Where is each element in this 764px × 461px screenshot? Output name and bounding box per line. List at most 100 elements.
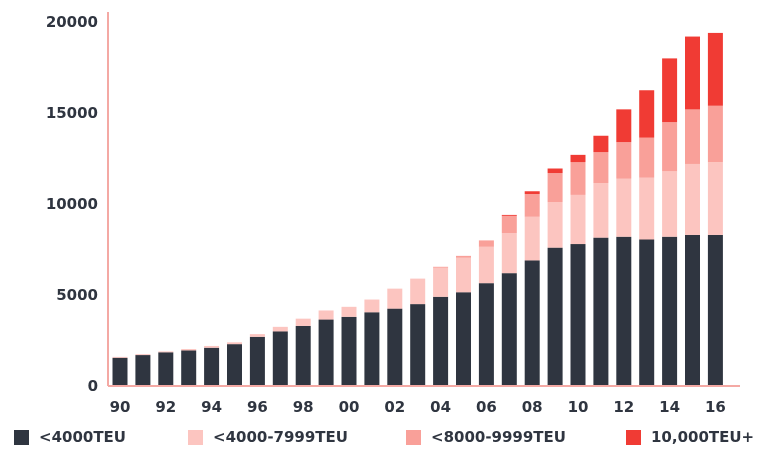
bar-segment-2-09: [547, 173, 563, 203]
bar-segment-0-12: [616, 236, 632, 386]
bar-segment-1-06: [478, 246, 494, 284]
bar-segment-0-93: [181, 350, 197, 386]
x-axis-ticks: 90 92 94 96 98 00 02 04 06 08 10 12 14 16: [110, 398, 726, 416]
y-tick-label: 0: [88, 377, 98, 395]
legend-swatch-4000-7999: [188, 429, 203, 445]
legend-item-10000-plus: 10,000TEU+: [626, 428, 754, 446]
bar-segment-2-16: [707, 105, 723, 163]
x-tick-label: 96: [247, 398, 268, 416]
x-tick-label: 14: [659, 398, 680, 416]
legend-label-under-4000: <4000TEU: [39, 428, 126, 446]
bar-segment-2-04: [433, 266, 449, 268]
bars-group: [112, 32, 723, 386]
bar-segment-0-95: [227, 344, 242, 386]
bar-segment-0-01: [364, 312, 380, 386]
y-tick-label: 15000: [46, 104, 98, 122]
x-tick-label: 06: [476, 398, 497, 416]
bar-segment-2-05: [456, 255, 471, 258]
bar-segment-1-99: [318, 310, 334, 320]
x-tick-label: 10: [568, 398, 589, 416]
bar-segment-0-14: [662, 236, 678, 386]
bar-segment-0-98: [295, 325, 311, 386]
x-tick-label: 08: [522, 398, 543, 416]
bar-segment-2-07: [501, 215, 517, 234]
bar-segment-2-14: [662, 122, 678, 172]
x-tick-label: 00: [339, 398, 360, 416]
bar-segment-0-92: [158, 352, 174, 386]
bar-segment-1-15: [685, 163, 700, 235]
bar-segment-0-15: [685, 234, 700, 386]
bar-segment-1-94: [204, 345, 220, 348]
stacked-bar-chart: 0 5000 10000 15000 20000 90 92 94 96 98 00 02 04 06 0…: [46, 12, 740, 416]
bar-segment-3-11: [593, 135, 609, 153]
bar-segment-3-10: [570, 154, 586, 163]
bar-segment-0-08: [524, 260, 540, 386]
bar-segment-1-95: [227, 342, 242, 345]
bar-segment-0-97: [272, 331, 288, 386]
bar-segment-3-12: [616, 109, 632, 143]
x-tick-label: 94: [201, 398, 222, 416]
bar-segment-3-15: [685, 36, 700, 110]
bar-segment-3-09: [547, 168, 563, 174]
bar-segment-1-14: [662, 171, 678, 237]
bar-segment-1-12: [616, 178, 632, 237]
bar-segment-1-11: [593, 183, 609, 238]
y-tick-label: 5000: [56, 286, 98, 304]
legend-label-8000-9999: <8000-9999TEU: [431, 428, 566, 446]
bar-segment-0-06: [478, 283, 494, 386]
bar-segment-1-93: [181, 349, 197, 351]
bar-segment-3-07: [501, 214, 517, 216]
x-tick-label: 92: [155, 398, 176, 416]
bar-segment-1-92: [158, 351, 174, 353]
x-tick-label: 02: [384, 398, 405, 416]
bar-segment-0-90: [112, 357, 128, 386]
bar-segment-1-02: [387, 288, 403, 309]
y-tick-label: 20000: [46, 13, 98, 31]
x-tick-label: 12: [613, 398, 634, 416]
bar-segment-3-16: [707, 32, 723, 106]
bar-segment-0-94: [204, 347, 220, 386]
x-tick-label: 04: [430, 398, 451, 416]
bar-segment-2-13: [639, 137, 655, 178]
x-tick-label: 90: [110, 398, 131, 416]
legend-label-10000-plus: 10,000TEU+: [651, 428, 755, 446]
bar-segment-0-96: [249, 336, 265, 386]
legend-label-4000-7999: <4000-7999TEU: [213, 428, 348, 446]
bar-segment-0-02: [387, 308, 403, 386]
bar-segment-1-03: [410, 278, 426, 305]
bar-segment-0-13: [639, 239, 655, 386]
bar-segment-1-98: [295, 318, 311, 326]
bar-segment-1-00: [341, 306, 357, 317]
bar-segment-1-05: [456, 257, 471, 293]
y-tick-label: 10000: [46, 195, 98, 213]
bar-segment-1-96: [249, 334, 265, 337]
bar-segment-0-10: [570, 244, 586, 386]
bar-segment-1-09: [547, 202, 563, 248]
bar-segment-0-09: [547, 247, 563, 386]
bar-segment-0-16: [707, 234, 723, 386]
bar-segment-2-12: [616, 142, 632, 179]
bar-segment-2-10: [570, 162, 586, 195]
legend-item-8000-9999: <8000-9999TEU: [406, 428, 566, 446]
legend-swatch-under-4000: [14, 429, 29, 445]
bar-segment-1-08: [524, 216, 540, 261]
bar-segment-1-01: [364, 299, 380, 313]
y-axis-ticks: 0 5000 10000 15000 20000: [46, 13, 98, 395]
bar-segment-1-07: [501, 233, 517, 274]
bar-segment-1-04: [433, 267, 449, 297]
bar-segment-0-04: [433, 296, 449, 386]
bar-segment-2-08: [524, 193, 540, 217]
bar-segment-0-00: [341, 316, 357, 386]
bar-segment-2-15: [685, 109, 700, 164]
bar-segment-2-06: [478, 240, 494, 247]
bar-segment-0-91: [135, 355, 151, 386]
bar-segment-0-05: [456, 292, 471, 386]
bar-segment-1-97: [272, 326, 288, 332]
bar-segment-0-99: [318, 319, 334, 386]
legend: <4000TEU <4000-7999TEU <8000-9999TEU 10,…: [0, 428, 764, 458]
legend-item-under-4000: <4000TEU: [14, 428, 126, 446]
bar-segment-3-14: [662, 58, 678, 123]
bar-segment-2-11: [593, 152, 609, 184]
bar-segment-1-13: [639, 177, 655, 240]
bar-segment-1-90: [112, 356, 128, 358]
